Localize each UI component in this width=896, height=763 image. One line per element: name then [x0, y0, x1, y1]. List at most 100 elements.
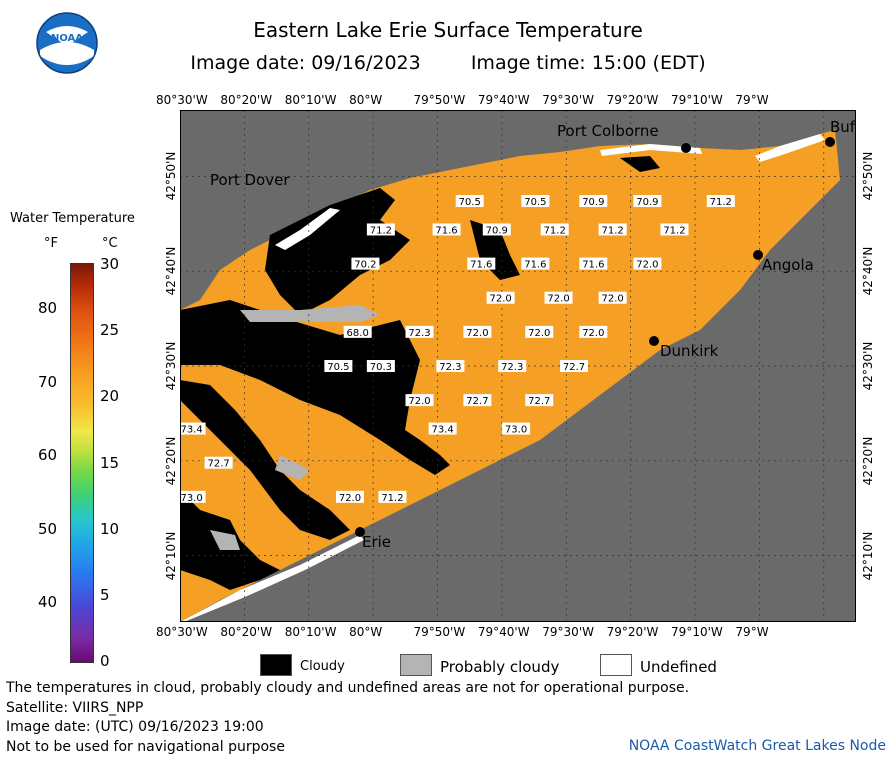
temperature-label: 70.5 — [521, 195, 550, 208]
svg-text:71.2: 71.2 — [663, 225, 685, 236]
legend-title: Water Temperature — [10, 211, 135, 226]
svg-text:72.3: 72.3 — [408, 328, 430, 339]
legend-unit-c: °C — [102, 236, 118, 251]
temperature-labels: 70.5 70.5 70.9 70.9 71.2 71.2 71.6 70.9 71.2 71.2… — [180, 195, 735, 504]
svg-text:72.7: 72.7 — [466, 396, 488, 407]
temperature-label: 68.0 — [343, 325, 372, 339]
undefined-label: Undefined — [640, 658, 717, 676]
map-frame — [180, 110, 856, 622]
temperature-label: 71.2 — [366, 223, 395, 236]
city-markers — [355, 137, 835, 537]
celsius-tick: 20 — [100, 387, 120, 406]
angola-marker — [753, 250, 763, 260]
place-dunkirk: Dunkirk — [660, 342, 719, 360]
latitude-label: 42°20'N — [164, 436, 178, 486]
place-angola: Angola — [762, 256, 814, 274]
dunkirk-marker — [649, 336, 659, 346]
svg-text:72.0: 72.0 — [408, 396, 430, 407]
probably-cloudy-swatch — [400, 654, 432, 676]
svg-text:73.4: 73.4 — [180, 425, 202, 436]
latitude-label: 42°40'N — [861, 246, 875, 296]
svg-text:71.2: 71.2 — [544, 225, 566, 236]
svg-text:73.0: 73.0 — [180, 493, 202, 504]
date-line: Image date: 09/16/2023 Image time: 15:00… — [0, 52, 896, 74]
noaa-logo-icon — [36, 12, 98, 74]
svg-text:70.9: 70.9 — [486, 225, 508, 236]
temperature-label: 72.3 — [498, 360, 527, 373]
svg-text:71.6: 71.6 — [435, 225, 457, 236]
svg-text:70.5: 70.5 — [524, 197, 546, 208]
fahrenheit-tick: 60 — [38, 446, 58, 465]
temperature-label: 72.3 — [405, 325, 434, 339]
longitude-label: 79°20'W — [606, 625, 659, 639]
longitude-label: 79°10'W — [671, 625, 723, 639]
svg-text:73.4: 73.4 — [432, 425, 454, 436]
svg-text:72.0: 72.0 — [339, 493, 361, 504]
map-title: Eastern Lake Erie Surface Temperature — [253, 18, 643, 42]
temperature-label: 72.7 — [525, 394, 554, 407]
probably-cloudy-label: Probably cloudy — [440, 658, 560, 676]
temperature-label: 73.4 — [428, 422, 457, 436]
temperature-label: 70.3 — [366, 360, 395, 373]
lake-map: 70.5 70.5 70.9 70.9 71.2 71.2 71.6 70.9 71.2 71.2… — [180, 110, 856, 622]
erie-marker — [355, 527, 365, 537]
svg-text:70.2: 70.2 — [354, 260, 376, 271]
temperature-label: 71.2 — [660, 223, 689, 236]
image-date: Image date: 09/16/2023 — [190, 52, 421, 74]
temperature-label: 72.0 — [486, 291, 515, 305]
longitude-label: 80°30'W — [156, 93, 208, 107]
fahrenheit-tick: 50 — [38, 519, 58, 538]
temperature-label: 73.0 — [180, 490, 206, 504]
probably-cloudy-mask — [210, 305, 380, 550]
latitude-label: 42°50'N — [861, 151, 875, 201]
svg-text:70.9: 70.9 — [582, 197, 604, 208]
place-port-dover: Port Dover — [210, 171, 290, 189]
latitude-label: 42°10'N — [164, 531, 178, 581]
satellite-text: Satellite: VIIRS_NPP — [6, 700, 144, 716]
svg-text:72.7: 72.7 — [528, 396, 550, 407]
svg-text:72.0: 72.0 — [489, 294, 511, 305]
svg-text:72.3: 72.3 — [439, 362, 461, 373]
temperature-label: 71.6 — [432, 223, 461, 236]
svg-text:70.9: 70.9 — [636, 197, 658, 208]
temperature-colorbar — [70, 263, 94, 663]
place-port-colborne: Port Colborne — [557, 122, 659, 140]
undefined-swatch — [600, 654, 632, 676]
temperature-label: 71.2 — [706, 195, 735, 208]
noaa-logo: NOAA — [36, 12, 98, 74]
legend-unit-f: °F — [44, 236, 58, 251]
longitude-label: 80°20'W — [220, 93, 273, 107]
utc-date-text: Image date: (UTC) 09/16/2023 19:00 — [6, 719, 264, 735]
svg-text:71.6: 71.6 — [524, 260, 546, 271]
celsius-tick: 10 — [100, 519, 120, 538]
svg-text:71.2: 71.2 — [710, 197, 732, 208]
svg-text:72.0: 72.0 — [466, 328, 488, 339]
temperature-label: 71.6 — [579, 257, 608, 271]
temperature-label: 72.0 — [405, 394, 434, 407]
longitude-label: 79°W — [735, 625, 769, 639]
celsius-tick: 5 — [100, 585, 110, 604]
longitude-label: 80°10'W — [284, 625, 337, 639]
temperature-label: 73.0 — [502, 422, 531, 436]
credit-text: NOAA CoastWatch Great Lakes Node — [628, 738, 886, 754]
temperature-label: 70.9 — [579, 195, 608, 208]
longitude-label: 79°W — [735, 93, 769, 107]
place-erie: Erie — [362, 533, 392, 551]
temperature-label: 71.6 — [521, 257, 550, 271]
longitude-label: 80°10'W — [284, 93, 337, 107]
temperature-label: 70.9 — [482, 223, 511, 236]
temperature-label: 72.7 — [560, 360, 589, 373]
celsius-tick: 30 — [100, 255, 120, 273]
temperature-label: 70.9 — [633, 195, 662, 208]
latitude-label: 42°40'N — [164, 246, 178, 296]
fahrenheit-tick: 80 — [38, 299, 58, 318]
place-buffalo: Buf — [830, 118, 856, 136]
svg-text:70.3: 70.3 — [370, 362, 392, 373]
svg-text:71.6: 71.6 — [470, 260, 492, 271]
svg-text:72.0: 72.0 — [528, 328, 550, 339]
svg-text:71.2: 71.2 — [370, 225, 392, 236]
temperature-label: 72.0 — [598, 291, 627, 305]
undefined-mask — [180, 134, 825, 622]
latitude-label: 42°30'N — [164, 341, 178, 391]
cloud-mask — [180, 156, 660, 590]
